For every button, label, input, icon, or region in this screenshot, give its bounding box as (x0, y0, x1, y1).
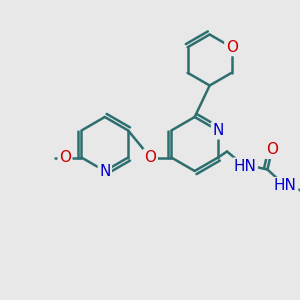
Text: HN: HN (274, 178, 297, 194)
Text: N: N (99, 164, 110, 178)
Text: O: O (226, 40, 238, 55)
Text: O: O (59, 150, 71, 165)
Text: O: O (144, 150, 156, 165)
Text: HN: HN (233, 159, 256, 174)
Text: O: O (266, 142, 278, 158)
Text: N: N (212, 123, 224, 138)
